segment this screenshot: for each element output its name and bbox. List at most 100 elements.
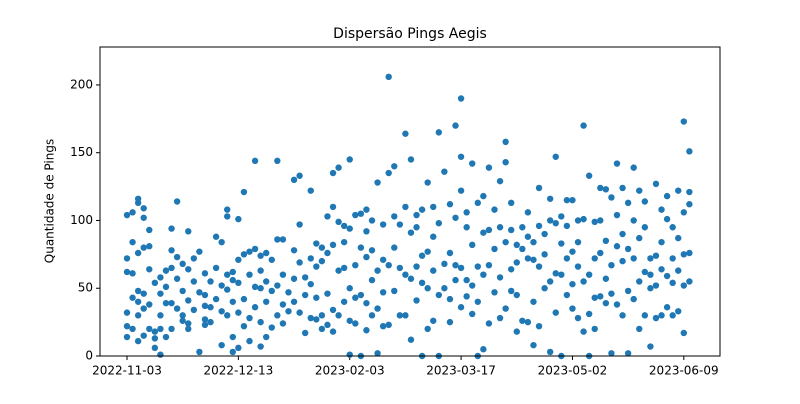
y-tick-label: 100: [70, 213, 93, 227]
point: [385, 73, 392, 81]
point: [402, 271, 409, 278]
point: [686, 148, 693, 155]
point: [123, 309, 131, 316]
point: [179, 317, 186, 324]
point: [374, 305, 381, 312]
point: [636, 234, 643, 242]
point: [675, 187, 682, 194]
point: [669, 279, 676, 287]
point: [379, 221, 387, 228]
point: [619, 184, 626, 192]
point: [363, 206, 370, 213]
point: [407, 156, 415, 163]
point: [491, 245, 498, 253]
point: [140, 290, 147, 297]
point: [391, 287, 398, 295]
point: [240, 251, 248, 258]
point: [274, 157, 281, 165]
point: [307, 314, 314, 322]
point: [318, 312, 326, 319]
point: [346, 225, 353, 232]
point: [624, 287, 632, 295]
point: [240, 295, 248, 303]
point: [491, 206, 498, 213]
point: [535, 184, 543, 192]
point: [652, 314, 660, 322]
point: [385, 261, 392, 269]
point: [290, 275, 298, 282]
point: [391, 244, 398, 251]
point: [290, 176, 298, 184]
y-tick-label: 0: [85, 349, 93, 363]
point: [240, 322, 248, 330]
x-tick-label: 2022-11-03: [92, 364, 162, 378]
point: [268, 256, 275, 263]
point: [363, 253, 370, 261]
point: [652, 282, 660, 289]
point: [563, 291, 571, 299]
point: [608, 261, 615, 269]
point: [619, 257, 626, 265]
point: [391, 213, 398, 220]
point: [613, 243, 621, 250]
point: [285, 308, 292, 315]
point: [530, 298, 537, 305]
point: [201, 270, 209, 277]
point: [546, 348, 554, 356]
point: [463, 276, 470, 284]
point: [496, 274, 504, 281]
point: [641, 224, 649, 231]
point: [552, 309, 559, 316]
point: [413, 297, 420, 304]
point: [474, 199, 481, 207]
point: [530, 341, 537, 349]
point: [151, 344, 159, 352]
point: [201, 321, 209, 329]
point: [157, 290, 164, 297]
point: [313, 316, 320, 323]
point: [658, 238, 665, 246]
point: [140, 205, 147, 212]
point: [352, 320, 359, 327]
point: [569, 248, 576, 255]
point: [268, 287, 275, 295]
point: [435, 129, 443, 136]
point: [168, 299, 175, 307]
point: [541, 285, 548, 292]
x-tick-label: 2023-05-02: [538, 364, 608, 378]
point: [669, 224, 676, 231]
point: [352, 261, 359, 269]
point: [430, 317, 437, 324]
point: [235, 344, 242, 352]
point: [402, 312, 409, 319]
point: [446, 249, 454, 257]
point: [491, 289, 498, 296]
point: [134, 298, 142, 305]
point: [418, 279, 426, 287]
point: [513, 241, 520, 249]
point: [452, 276, 459, 284]
point: [224, 312, 231, 319]
point: [675, 267, 682, 274]
point: [524, 209, 532, 216]
point: [146, 266, 153, 273]
x-tick-label: 2023-02-03: [315, 364, 385, 378]
point: [546, 217, 554, 224]
point: [519, 317, 526, 324]
point: [196, 348, 203, 356]
point: [190, 255, 198, 262]
point: [435, 291, 443, 299]
point: [251, 283, 259, 291]
point: [123, 211, 131, 219]
point: [663, 272, 671, 280]
point: [162, 299, 170, 307]
point: [279, 320, 287, 327]
point: [413, 211, 420, 219]
point: [630, 217, 637, 224]
point: [207, 318, 214, 326]
point: [591, 218, 598, 226]
point: [246, 314, 253, 322]
point: [251, 157, 259, 165]
chart-title: Dispersão Pings Aegis: [333, 26, 487, 42]
point: [424, 248, 431, 255]
